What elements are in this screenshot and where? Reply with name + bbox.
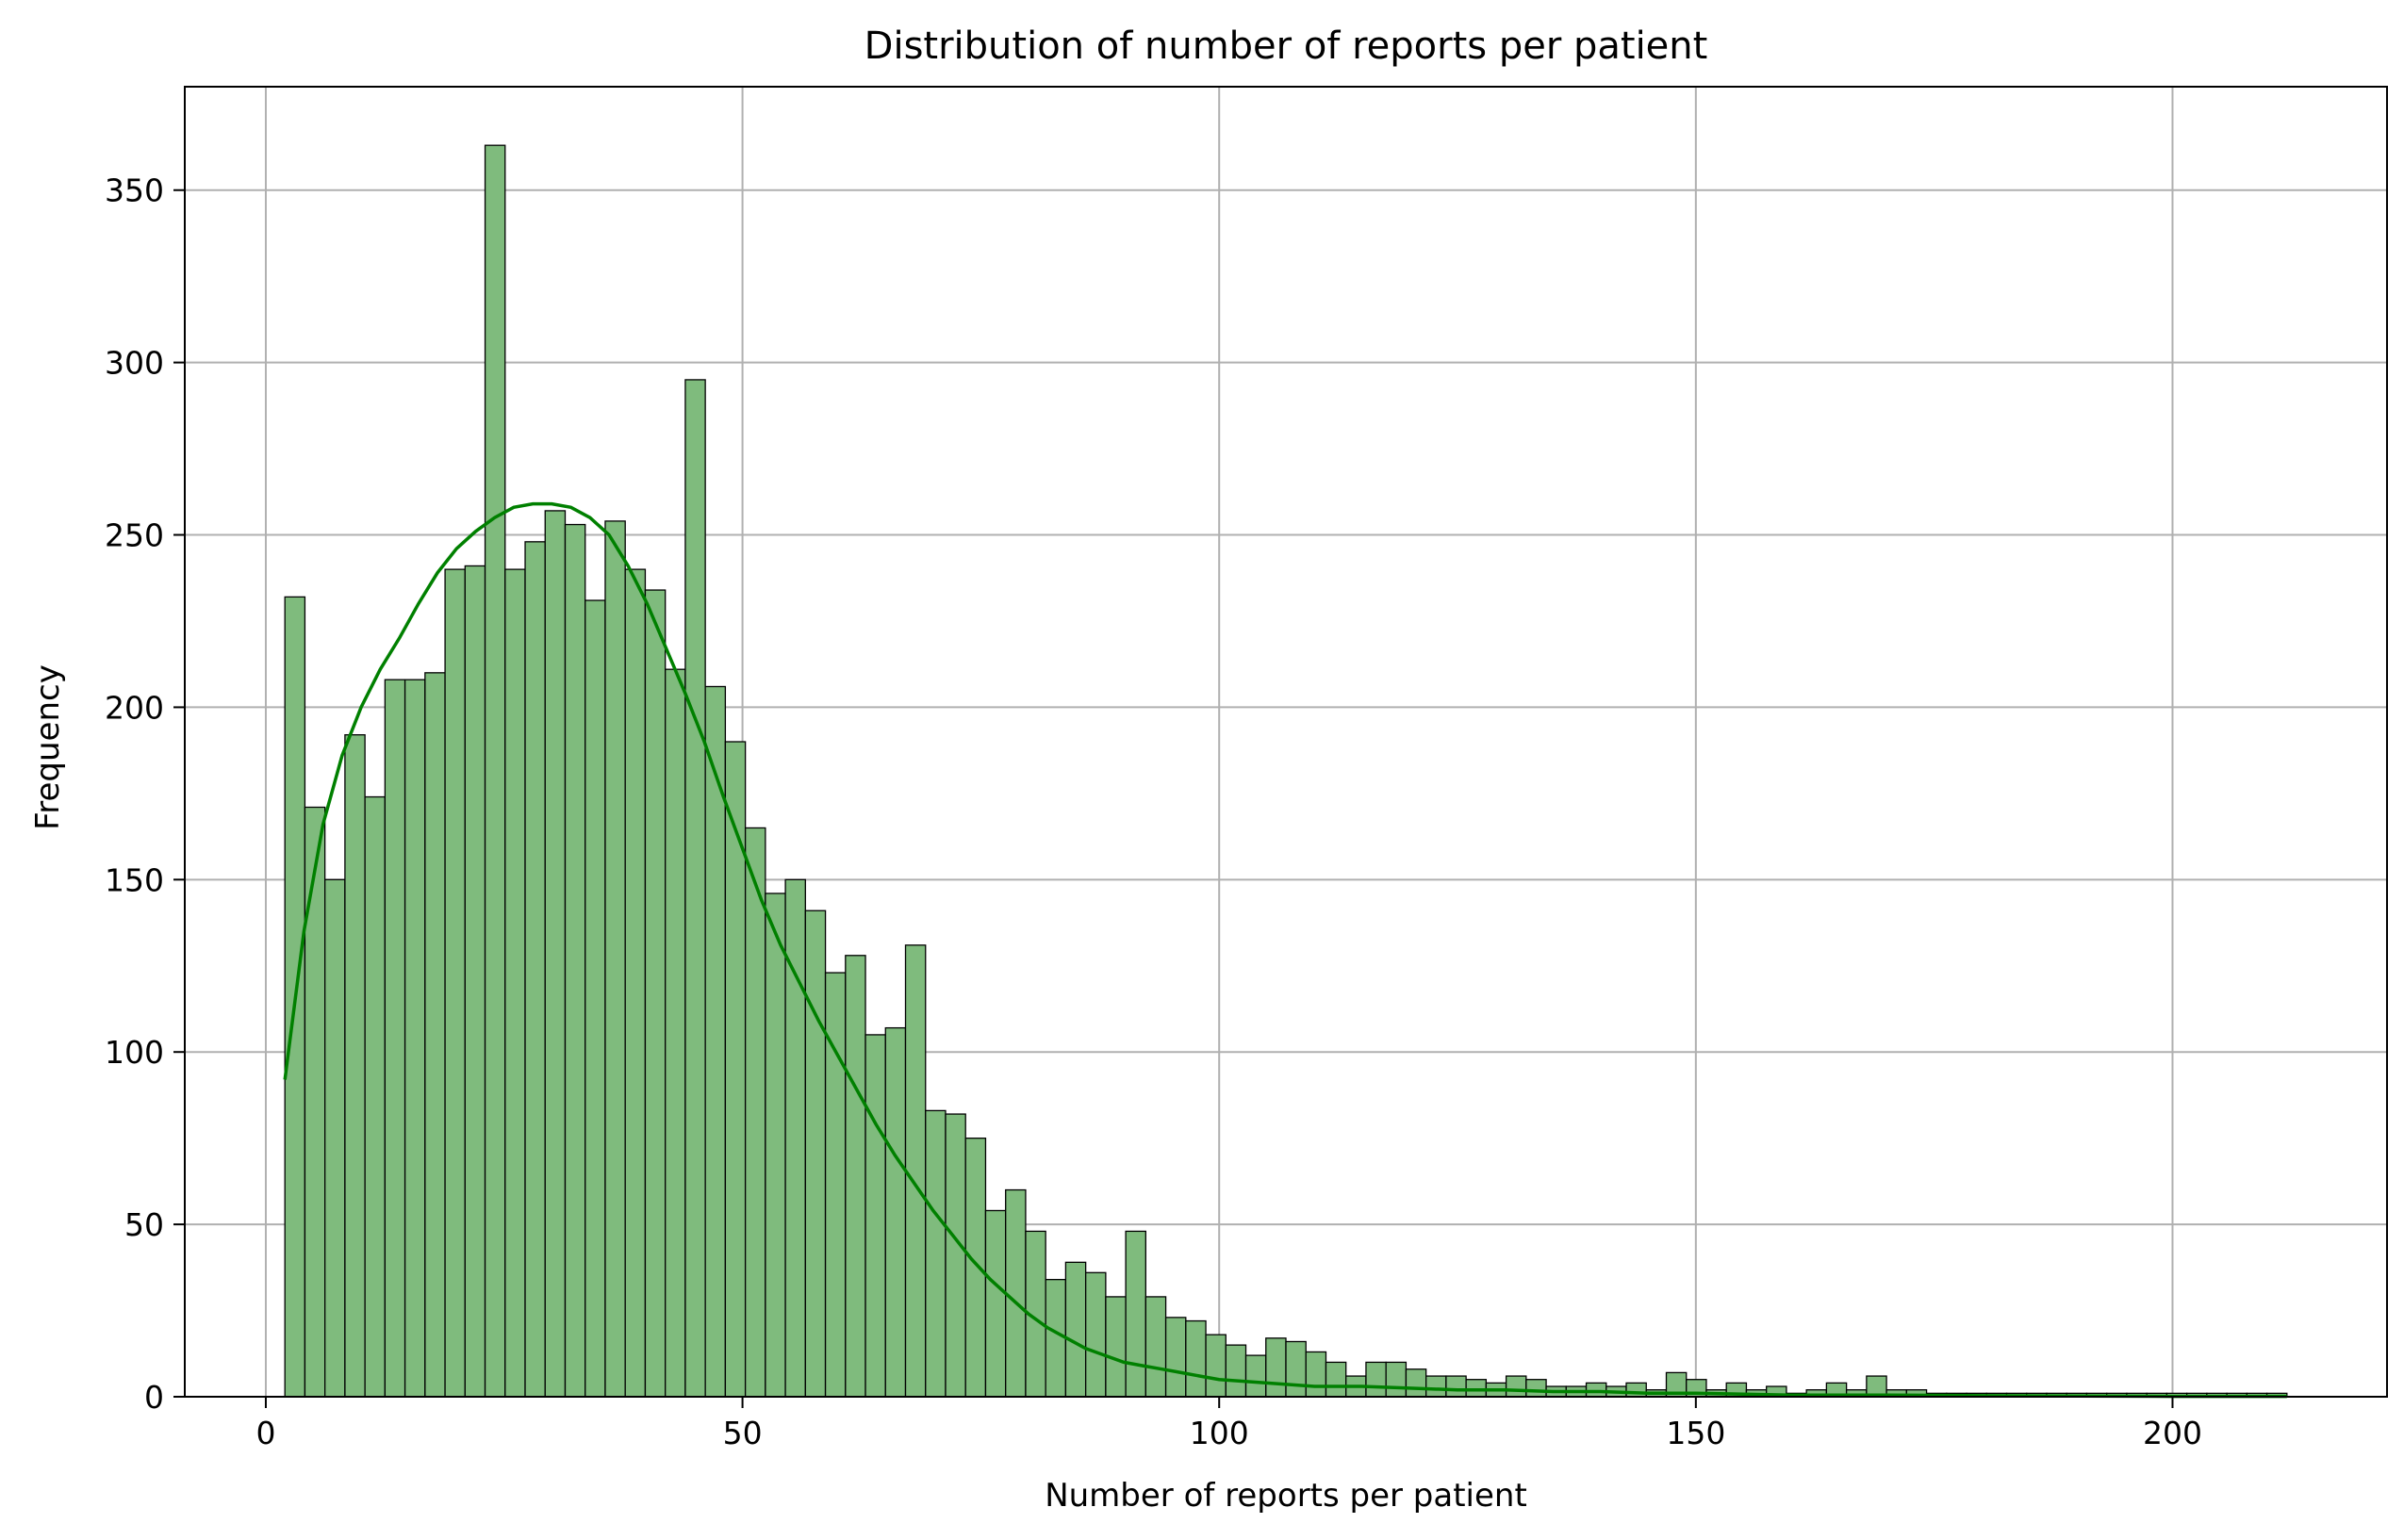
- histogram-bar: [724, 741, 747, 1398]
- histogram-bars: [284, 144, 2288, 1398]
- histogram-bar: [684, 379, 706, 1398]
- histogram-bar: [1244, 1354, 1267, 1398]
- histogram-bar: [765, 893, 786, 1398]
- y-tick-label: 150: [105, 861, 164, 898]
- histogram-bar: [484, 144, 506, 1398]
- histogram-bar: [1505, 1375, 1527, 1398]
- histogram-bar: [1005, 1188, 1027, 1398]
- x-tick-label: 0: [255, 1415, 275, 1451]
- histogram-bar: [304, 806, 326, 1398]
- histogram-bar: [1084, 1271, 1107, 1398]
- y-axis-ticks: 0 50 100 150 200 250 300 350: [105, 172, 185, 1416]
- x-axis-label: Number of reports per patient: [1045, 1477, 1527, 1515]
- y-tick-label: 0: [144, 1379, 164, 1416]
- histogram-bar: [1185, 1319, 1207, 1398]
- histogram-bar: [1465, 1379, 1488, 1398]
- histogram-bar: [1105, 1296, 1127, 1398]
- histogram-bar: [564, 523, 586, 1398]
- histogram-bar: [1365, 1361, 1387, 1398]
- histogram-bar: [403, 679, 426, 1398]
- histogram-bar: [904, 944, 927, 1398]
- y-axis-label: Frequency: [29, 664, 67, 830]
- histogram-bar: [424, 672, 446, 1398]
- histogram-bar: [1125, 1230, 1146, 1398]
- histogram-bar: [324, 878, 346, 1398]
- y-tick-label: 250: [105, 517, 164, 554]
- chart-title: Distribution of number of reports per pa…: [864, 25, 1708, 68]
- histogram-bar: [644, 589, 667, 1398]
- histogram-bar: [1144, 1296, 1167, 1398]
- histogram-bar: [665, 668, 686, 1398]
- histogram-bar: [1265, 1337, 1287, 1398]
- histogram-bar: [1064, 1261, 1087, 1398]
- x-tick-label: 200: [2143, 1415, 2202, 1451]
- histogram-bar: [364, 795, 387, 1398]
- histogram-bar: [344, 734, 366, 1398]
- x-tick-label: 100: [1190, 1415, 1249, 1451]
- histogram-bar: [585, 599, 606, 1398]
- histogram-bar: [1425, 1375, 1447, 1398]
- histogram-bar: [1385, 1361, 1408, 1398]
- histogram-bar: [504, 568, 526, 1398]
- histogram-bar: [1205, 1334, 1227, 1398]
- histogram-bar: [1525, 1379, 1547, 1398]
- histogram-bar: [1164, 1317, 1187, 1398]
- x-tick-label: 50: [723, 1415, 763, 1451]
- histogram-bar: [964, 1138, 987, 1398]
- histogram-bar: [524, 541, 546, 1398]
- y-tick-label: 350: [105, 172, 164, 209]
- histogram-bar: [544, 510, 567, 1398]
- histogram-bar: [945, 1113, 966, 1398]
- histogram-bar: [444, 568, 466, 1398]
- y-tick-label: 50: [124, 1206, 164, 1243]
- y-tick-label: 100: [105, 1034, 164, 1071]
- y-tick-label: 200: [105, 689, 164, 726]
- x-axis-ticks: 0 50 100 150 200: [255, 1397, 2202, 1451]
- histogram-bar: [744, 827, 766, 1398]
- histogram-bar: [884, 1026, 907, 1398]
- histogram-bar: [845, 955, 866, 1398]
- histogram-bar: [1585, 1382, 1607, 1398]
- y-tick-label: 300: [105, 345, 164, 382]
- histogram-bar: [624, 568, 647, 1398]
- histogram-bar: [1285, 1340, 1307, 1398]
- kde-curve: [283, 501, 2287, 1399]
- histogram-bar: [804, 909, 827, 1398]
- histogram-bar: [1045, 1278, 1067, 1398]
- histogram-bar: [464, 565, 486, 1398]
- histogram-bar: [1225, 1344, 1247, 1398]
- histogram-bar: [1305, 1351, 1327, 1398]
- histogram-bar: [1325, 1361, 1347, 1398]
- histogram-bar: [1405, 1368, 1427, 1398]
- histogram-bar: [384, 679, 406, 1398]
- plot-frame: [184, 86, 2388, 1398]
- histogram-bar: [864, 1034, 886, 1398]
- histogram-bar: [1445, 1375, 1467, 1398]
- x-tick-label: 150: [1666, 1415, 1725, 1451]
- histogram-bar: [925, 1109, 947, 1398]
- histogram-bar: [984, 1209, 1007, 1398]
- histogram-bar: [604, 520, 626, 1398]
